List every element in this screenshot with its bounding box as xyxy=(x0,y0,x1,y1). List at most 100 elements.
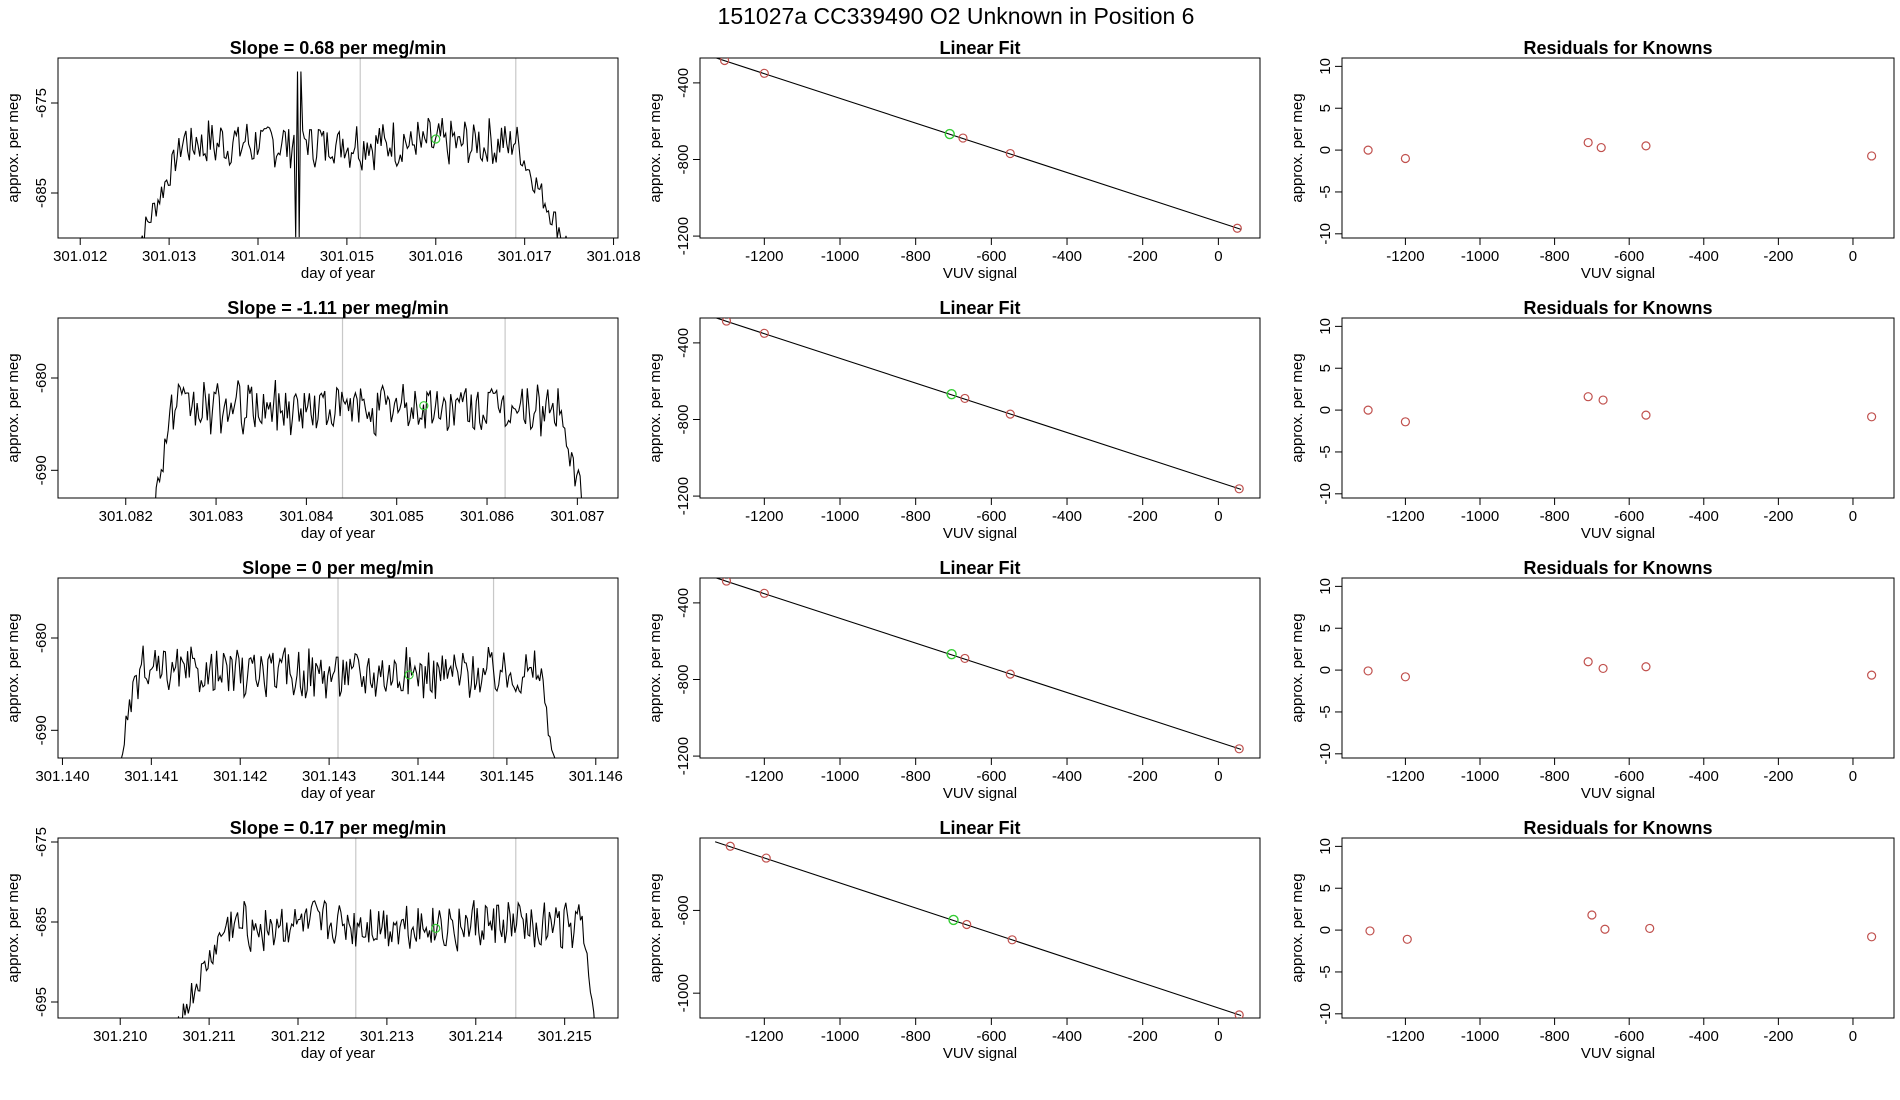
x-tick-label: -1200 xyxy=(745,508,783,525)
x-tick-label: -600 xyxy=(1614,248,1644,265)
x-tick-label: 301.082 xyxy=(99,508,153,525)
x-tick-label: 0 xyxy=(1214,248,1222,265)
y-tick-label: 5 xyxy=(1317,884,1334,892)
known-point xyxy=(1583,392,1593,402)
x-axis-label: day of year xyxy=(301,1045,375,1062)
x-tick-label: -200 xyxy=(1128,508,1158,525)
panel-title: Slope = -1.11 per meg/min xyxy=(227,298,449,318)
fit-line xyxy=(714,578,1242,750)
x-tick-label: 301.145 xyxy=(480,768,534,785)
known-point xyxy=(1400,153,1411,164)
x-tick-label: 301.016 xyxy=(409,248,463,265)
panel-title: Slope = 0.17 per meg/min xyxy=(230,818,447,838)
x-tick-label: 301.146 xyxy=(569,768,623,785)
x-tick-label: 301.215 xyxy=(538,1028,592,1045)
known-point xyxy=(1583,137,1593,148)
y-tick-label: -10 xyxy=(1317,1003,1334,1025)
plot-frame xyxy=(57,837,619,1019)
unknown-marker xyxy=(431,923,441,934)
x-tick-label: -600 xyxy=(1614,768,1644,785)
known-point xyxy=(1402,934,1412,944)
y-tick-label: -685 xyxy=(33,907,50,937)
panel-residuals-0: Residuals for Knowns-1200 -1000 -800 -600 -4… xyxy=(1289,38,1895,282)
x-tick-label: 301.140 xyxy=(35,768,89,785)
x-tick-label: 301.084 xyxy=(279,508,333,525)
unknown-point xyxy=(948,914,959,926)
x-axis-label: VUV signal xyxy=(1581,265,1655,282)
plot-area xyxy=(714,58,1242,233)
y-tick-label: -1200 xyxy=(675,737,692,775)
known-point xyxy=(1641,662,1651,672)
panel-title: Slope = 0 per meg/min xyxy=(242,558,434,578)
y-tick-label: -5 xyxy=(1317,965,1334,978)
x-tick-label: -1000 xyxy=(821,248,859,265)
y-tick-label: 10 xyxy=(1317,318,1334,335)
panel-fit-1: Linear Fit -1200 -1000 -800 -600 -400 -200 0 -40… xyxy=(647,298,1261,542)
x-tick-label: -200 xyxy=(1128,768,1158,785)
timeseries-line xyxy=(141,71,567,238)
plot-area xyxy=(155,379,582,498)
panel-title: Linear Fit xyxy=(939,298,1020,318)
known-point xyxy=(1583,657,1593,667)
known-point xyxy=(761,853,771,863)
y-tick-label: -1200 xyxy=(675,217,692,255)
x-tick-label: -600 xyxy=(976,508,1006,525)
known-point xyxy=(1641,410,1651,420)
y-tick-label: -10 xyxy=(1317,223,1334,245)
y-tick-label: -800 xyxy=(675,404,692,434)
panel-title: Residuals for Knowns xyxy=(1523,298,1712,318)
x-tick-label: 0 xyxy=(1849,768,1857,785)
x-axis-label: VUV signal xyxy=(943,1045,1017,1062)
y-tick-label: -675 xyxy=(33,88,50,118)
x-tick-label: -800 xyxy=(901,248,931,265)
known-point xyxy=(1867,151,1877,161)
x-tick-label: 301.141 xyxy=(124,768,178,785)
timeseries-line xyxy=(155,379,582,498)
panel-timeseries-2: Slope = 0 per meg/min 301.140 301.141 301.1… xyxy=(5,558,623,802)
known-point xyxy=(1598,663,1608,674)
x-tick-label: 0 xyxy=(1214,1028,1222,1045)
x-tick-label: 301.014 xyxy=(231,248,285,265)
plot-frame xyxy=(57,577,619,759)
y-tick-label: -680 xyxy=(33,623,50,653)
plot-frame xyxy=(699,837,1261,1019)
known-point xyxy=(1005,409,1015,419)
x-tick-label: 301.143 xyxy=(302,768,356,785)
plot-frame xyxy=(1341,837,1895,1019)
x-axis-label: VUV signal xyxy=(943,785,1017,802)
x-tick-label: 0 xyxy=(1849,248,1857,265)
fit-line xyxy=(714,318,1242,490)
panel-fit-2: Linear Fit -1200 -1000 -800 -600 -400 -200 0 -40… xyxy=(647,558,1261,802)
known-point xyxy=(1363,405,1373,415)
plot-area xyxy=(714,841,1244,1018)
y-tick-label: -800 xyxy=(675,664,692,694)
figure-title: 151027a CC339490 O2 Unknown in Position … xyxy=(718,3,1195,29)
plot-frame xyxy=(57,317,619,499)
x-tick-label: -1000 xyxy=(821,508,859,525)
panel-title: Linear Fit xyxy=(939,818,1020,838)
y-tick-label: -695 xyxy=(33,987,50,1017)
y-tick-label: -400 xyxy=(675,68,692,98)
y-tick-label: -675 xyxy=(33,827,50,857)
x-tick-label: -800 xyxy=(901,768,931,785)
y-tick-label: -685 xyxy=(33,178,50,208)
y-tick-label: -400 xyxy=(675,328,692,358)
x-tick-label: 0 xyxy=(1214,508,1222,525)
x-tick-label: -400 xyxy=(1052,1028,1082,1045)
x-tick-label: -200 xyxy=(1128,1028,1158,1045)
x-tick-label: 301.018 xyxy=(586,248,640,265)
known-point xyxy=(1867,932,1877,942)
y-tick-label: 0 xyxy=(1317,146,1334,154)
y-tick-label: -5 xyxy=(1317,445,1334,458)
known-point xyxy=(1587,910,1597,920)
plot-frame xyxy=(699,317,1261,499)
y-tick-label: 0 xyxy=(1317,406,1334,414)
y-tick-label: -690 xyxy=(33,455,50,485)
x-tick-label: 301.087 xyxy=(550,508,604,525)
known-point xyxy=(1005,669,1015,679)
x-tick-label: -400 xyxy=(1052,768,1082,785)
x-tick-label: -1200 xyxy=(1386,1028,1424,1045)
panel-timeseries-0: Slope = 0.68 per meg/min 301.012 301.013 30… xyxy=(5,38,641,282)
known-point xyxy=(960,653,970,664)
y-axis-label: approx. per meg xyxy=(647,93,664,202)
